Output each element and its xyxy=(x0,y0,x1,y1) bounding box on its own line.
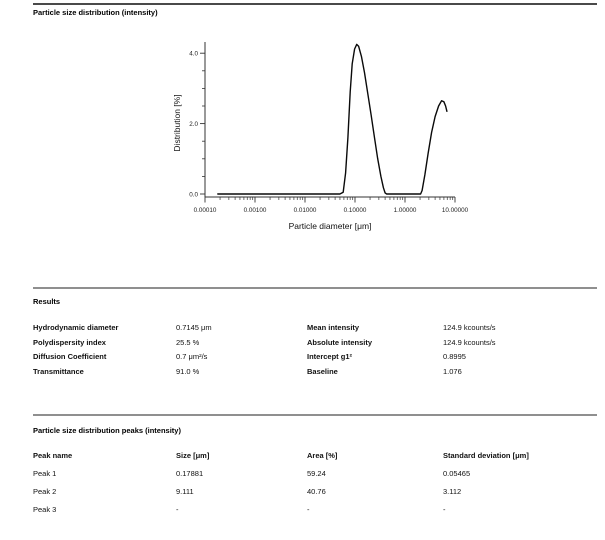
result-value: 25.5 % xyxy=(176,337,200,347)
x-tick-label: 0.10000 xyxy=(344,207,367,214)
peaks-divider xyxy=(33,414,597,416)
peak-value-cell: - xyxy=(176,505,179,514)
x-tick-label: 10.00000 xyxy=(442,207,469,214)
result-row: Transmittance 91.0 % xyxy=(33,365,212,380)
peaks-column-header: Peak name xyxy=(33,451,73,460)
result-label: Hydrodynamic diameter xyxy=(33,323,119,332)
result-label: Mean intensity xyxy=(307,323,360,332)
result-row: Absolute intensity 124.9 kcounts/s xyxy=(307,336,496,351)
result-row: Polydispersity index 25.5 % xyxy=(33,336,212,351)
result-label: Absolute intensity xyxy=(307,337,373,347)
peaks-column-header: Area [%] xyxy=(307,451,338,460)
results-left-column: Hydrodynamic diameter 0.7145 μm Polydisper… xyxy=(33,321,212,379)
result-value: 124.9 kcounts/s xyxy=(443,337,496,347)
peaks-table: Peak name Size [μm] Area [%] Standard devia… xyxy=(33,451,593,523)
x-axis-title: Particle diameter [μm] xyxy=(289,221,372,231)
peak-value-cell: - xyxy=(443,505,446,514)
peaks-column-header: Size [μm] xyxy=(176,451,210,460)
distribution-chart-svg: 0.0 2.0 4.0 0.00010 0.00100 0.01000 0.10000 1.0… xyxy=(172,42,469,231)
result-row: Hydrodynamic diameter 0.7145 μm xyxy=(33,321,212,336)
result-value: 0.7145 μm xyxy=(176,323,212,332)
results-title: Results xyxy=(33,297,61,306)
result-row: Baseline 1.076 xyxy=(307,365,496,380)
peak-value-cell: 9.111 xyxy=(176,487,194,496)
y-tick-label: 2.0 xyxy=(189,121,198,128)
distribution-curve xyxy=(217,43,448,195)
peak-value-cell: - xyxy=(307,505,310,514)
x-tick-label: 0.00100 xyxy=(244,207,267,214)
peak-name-cell: Peak 3 xyxy=(33,505,57,514)
x-tick-label: 0.00010 xyxy=(194,207,217,214)
peak-value-cell: 0.05465 xyxy=(443,469,471,478)
result-label: Polydispersity index xyxy=(33,337,106,347)
result-label: Diffusion Coefficient xyxy=(33,352,107,362)
result-value: 1.076 xyxy=(443,366,462,376)
result-value: 0.8995 xyxy=(443,352,466,362)
peaks-column-header: Standard deviation [μm] xyxy=(443,451,529,460)
result-label: Intercept g1² xyxy=(307,352,353,362)
peak-value-cell: 59.24 xyxy=(307,469,326,478)
result-value: 124.9 kcounts/s xyxy=(443,323,496,332)
peak-value-cell: 0.17881 xyxy=(176,469,204,478)
peak-name-cell: Peak 1 xyxy=(33,469,57,478)
result-row: Diffusion Coefficient 0.7 μm²/s xyxy=(33,350,212,365)
x-tick-label: 1.00000 xyxy=(394,207,417,214)
peak-value-cell: 3.112 xyxy=(443,487,462,496)
y-tick-label: 0.0 xyxy=(189,191,198,198)
result-label: Baseline xyxy=(307,366,338,376)
x-tick-label: 0.01000 xyxy=(294,207,317,214)
result-row: Intercept g1² 0.8995 xyxy=(307,350,496,365)
result-value: 0.7 μm²/s xyxy=(176,352,208,362)
peaks-title: Particle size distribution peaks (intens… xyxy=(33,426,181,435)
y-axis-title: Distribution [%] xyxy=(172,94,182,151)
peak-name-cell: Peak 2 xyxy=(33,487,57,496)
result-value: 91.0 % xyxy=(176,366,200,376)
results-divider xyxy=(33,287,597,289)
peak-value-cell: 40.76 xyxy=(307,487,326,496)
y-tick-label: 4.0 xyxy=(189,51,198,58)
page-title: Particle size distribution (intensity) xyxy=(33,8,158,17)
distribution-chart: 0.0 2.0 4.0 0.00010 0.00100 0.01000 0.10000 1.0… xyxy=(160,36,480,236)
result-row: Mean intensity 124.9 kcounts/s xyxy=(307,321,496,336)
top-divider xyxy=(33,3,597,5)
results-right-column: Mean intensity 124.9 kcounts/s Absolute in… xyxy=(307,321,496,379)
result-label: Transmittance xyxy=(33,366,84,376)
